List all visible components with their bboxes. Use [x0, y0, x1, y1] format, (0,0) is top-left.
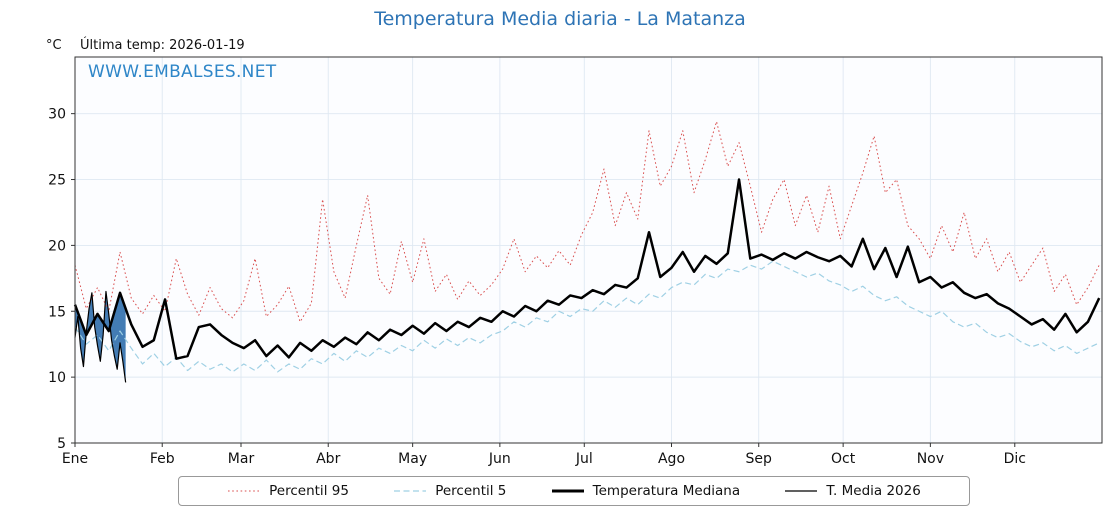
legend: Percentil 95 Percentil 5 Temperatura Media…	[178, 476, 970, 506]
last-temp-label: Última temp: 2026-01-19	[80, 38, 245, 53]
series-line-percentil-5	[74, 260, 1100, 373]
y-tick-label-30: 30	[48, 107, 66, 123]
legend-label: T. Media 2026	[826, 483, 921, 499]
x-tick-label-jul: Jul	[575, 451, 593, 467]
y-tick-label-5: 5	[57, 436, 66, 452]
x-tick-label-nov: Nov	[917, 451, 944, 467]
x-tick-label-oct: Oct	[831, 451, 856, 467]
legend-label: Percentil 95	[269, 483, 349, 499]
y-tick-label-15: 15	[48, 304, 66, 320]
x-tick-label-sep: Sep	[746, 451, 773, 467]
y-tick-label-20: 20	[48, 238, 66, 254]
legend-line-sample	[551, 489, 584, 493]
x-tick-label-feb: Feb	[150, 451, 175, 467]
legend-label: Percentil 5	[435, 483, 507, 499]
y-tick-label-25: 25	[48, 173, 66, 189]
axes-border	[74, 56, 1103, 444]
x-tick-label-abr: Abr	[316, 451, 340, 467]
plot-background	[75, 57, 1102, 443]
chart-title: Temperatura Media diaria - La Matanza	[374, 8, 746, 30]
x-tick-label-dic: Dic	[1004, 451, 1026, 467]
x-tick-label-jun: Jun	[488, 451, 511, 467]
watermark: WWW.EMBALSES.NET	[88, 62, 277, 82]
x-tick-label-mar: Mar	[228, 451, 255, 467]
fill-area-2026	[75, 291, 126, 383]
legend-label: Temperatura Mediana	[592, 483, 741, 499]
legend-item-percentil-95: Percentil 95	[227, 483, 349, 499]
series-line-temperatura-mediana	[73, 178, 1101, 360]
legend-line-sample	[394, 490, 427, 492]
x-tick-label-ago: Ago	[658, 451, 685, 467]
legend-item-t-media-2026: T. Media 2026	[784, 483, 921, 499]
legend-line-sample	[785, 490, 818, 492]
legend-item-percentil-5: Percentil 5	[393, 483, 506, 499]
x-tick-label-may: May	[398, 451, 427, 467]
legend-line-sample	[228, 490, 261, 492]
x-tick-label-ene: Ene	[62, 451, 88, 467]
y-tick-label-10: 10	[48, 370, 66, 386]
legend-item-temperatura-mediana: Temperatura Mediana	[551, 483, 740, 499]
series-line-t-media-2026	[74, 290, 127, 383]
y-unit-label: °C	[46, 38, 62, 53]
